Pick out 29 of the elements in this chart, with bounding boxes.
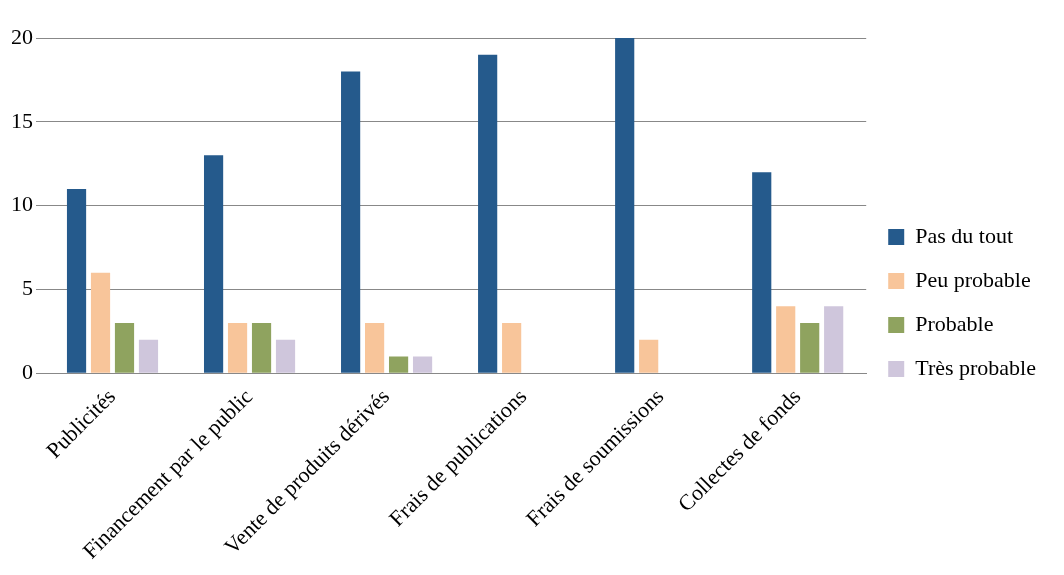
bar [90,272,111,373]
bar [800,323,820,373]
bar [502,323,522,373]
bar [203,155,224,373]
bar [227,323,248,373]
legend-label: Très probable [915,354,1037,380]
legend-label: Peu probable [915,266,1031,292]
bar [412,356,433,373]
bar [365,323,385,373]
y-tick-label: 10 [11,191,33,217]
bar [66,188,87,373]
y-tick-label: 15 [11,107,33,133]
legend-label: Pas du tout [915,222,1014,248]
bar [341,71,361,373]
y-tick-label: 5 [22,275,33,301]
bar [114,323,135,373]
y-tick-label: 20 [11,23,33,49]
bar [251,323,272,373]
bar [615,38,635,373]
bar [138,339,159,373]
bar [388,356,409,373]
bar [776,306,796,373]
bar [752,172,772,373]
bar [275,339,296,373]
y-tick-label: 0 [22,359,33,385]
bar [478,54,498,373]
legend-label: Probable [915,310,994,336]
bar [824,306,844,373]
bar [639,339,659,373]
